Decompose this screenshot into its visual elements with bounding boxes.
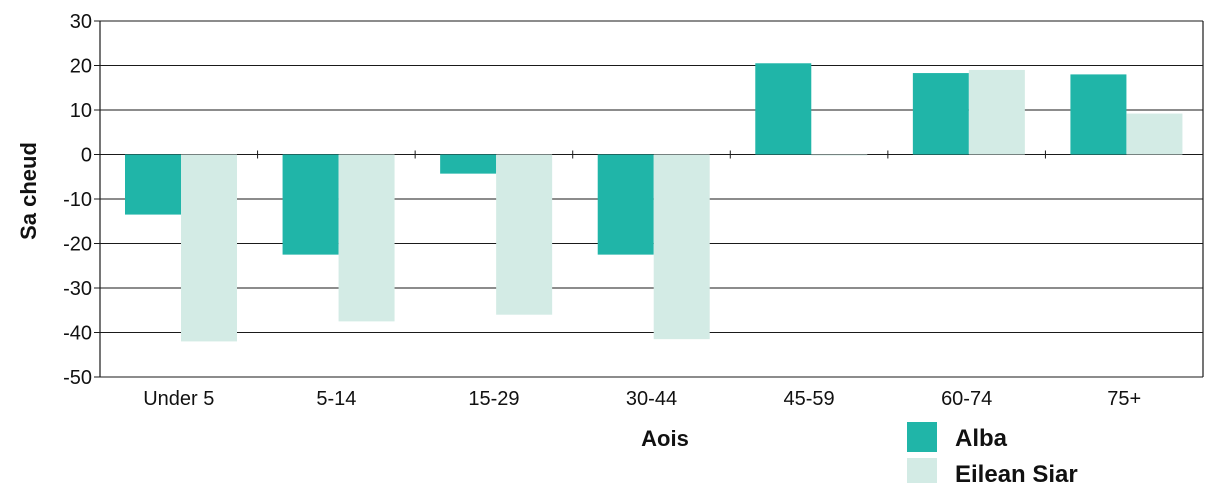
bar-alba-4	[597, 154, 654, 255]
x-tick-label: Under 5	[143, 388, 214, 410]
x-tick-label: 45-59	[783, 388, 834, 410]
x-tick-label: 30-44	[626, 388, 677, 410]
y-tick-labels: 30 20 10 0 -10 -20 -30 -40 -50	[63, 11, 92, 389]
bar-alba-6	[912, 73, 969, 155]
legend: Alba Eilean Siar	[907, 422, 1078, 483]
legend-swatch-alba	[907, 422, 937, 452]
legend-swatch-eilean-siar	[907, 458, 937, 483]
bars	[125, 63, 1183, 342]
bar-eilean-siar-6	[968, 69, 1025, 155]
legend-label-alba: Alba	[955, 425, 1008, 452]
bar-eilean-siar-2	[338, 154, 395, 322]
bar-eilean-siar-4	[653, 154, 710, 340]
y-tick-label: -30	[63, 278, 92, 300]
bar-alba-7	[1070, 74, 1127, 155]
y-tick-label: 0	[81, 145, 92, 167]
y-tick-label: -50	[63, 367, 92, 389]
x-tick-label: 15-29	[468, 388, 519, 410]
x-tick-label: 60-74	[941, 388, 992, 410]
y-tick-label: -40	[63, 323, 92, 345]
bar-eilean-siar-1	[181, 154, 237, 342]
y-tick-label: -10	[63, 189, 92, 211]
bar-alba-3	[440, 154, 497, 174]
y-axis-title: Sa cheud	[16, 142, 41, 240]
x-tick-label: 75+	[1107, 388, 1141, 410]
y-tick-label: 20	[70, 56, 92, 78]
bar-alba-5	[755, 63, 812, 155]
bar-alba-2	[282, 154, 339, 255]
axes	[94, 20, 1204, 378]
y-tick-label: -20	[63, 234, 92, 256]
y-tick-label: 10	[70, 100, 92, 122]
x-tick-labels: Under 5 5-14 15-29 30-44 45-59 60-74 75+	[143, 388, 1141, 410]
x-tick-label: 5-14	[316, 388, 356, 410]
bar-eilean-siar-7	[1126, 113, 1183, 155]
legend-label-eilean-siar: Eilean Siar	[955, 461, 1078, 483]
bar-alba-1	[125, 154, 181, 215]
x-axis-title: Aois	[641, 426, 689, 451]
bar-eilean-siar-5	[811, 154, 868, 156]
bar-eilean-siar-3	[496, 154, 553, 315]
y-tick-label: 30	[70, 11, 92, 33]
